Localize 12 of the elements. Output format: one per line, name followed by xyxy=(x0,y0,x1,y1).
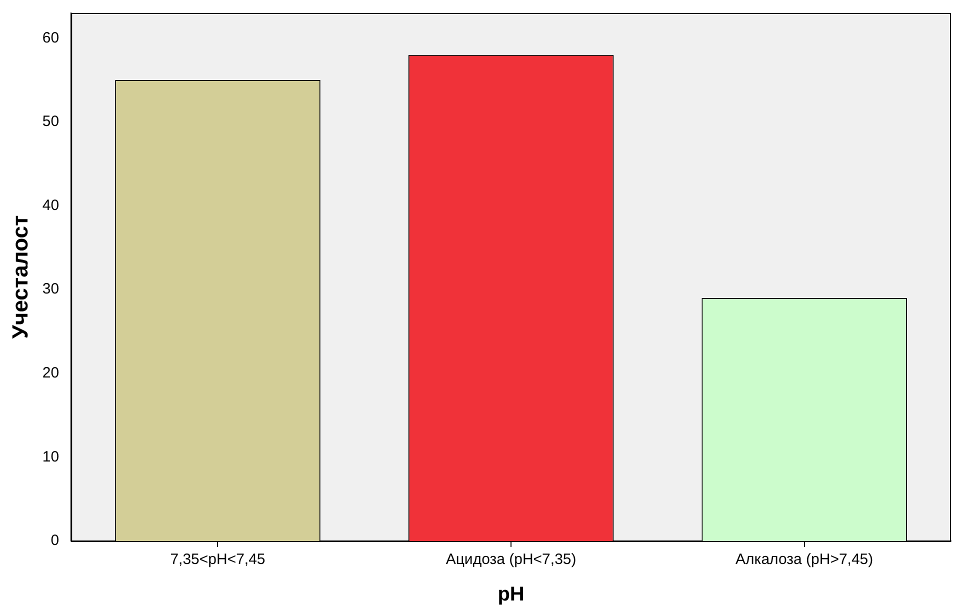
y-tick-label: 20 xyxy=(42,364,60,382)
x-tick-label: Ацидоза (pH<7,35) xyxy=(446,551,576,568)
y-tick-label: 10 xyxy=(42,448,60,466)
y-axis-title: Учесталост xyxy=(7,215,32,339)
y-tick-label: 40 xyxy=(42,196,60,214)
y-tick-label: 0 xyxy=(50,532,60,550)
y-tick-label: 60 xyxy=(42,29,60,46)
y-tick-label: 50 xyxy=(42,113,60,130)
x-tick-label: 7,35<pH<7,45 xyxy=(170,551,266,568)
y-tick-label: 30 xyxy=(42,280,60,298)
x-axis-title: pH xyxy=(498,584,524,606)
x-tick-label: Алкалоза (pH>7,45) xyxy=(736,551,874,568)
